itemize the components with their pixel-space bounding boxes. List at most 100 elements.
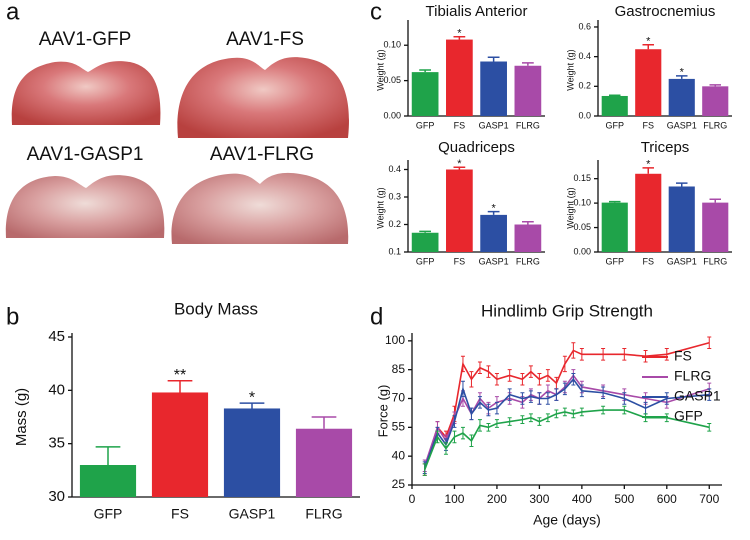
- y-axis-label: Force (g): [375, 385, 390, 438]
- error-bar: [487, 56, 500, 62]
- x-axis-label: Age (days): [533, 512, 601, 528]
- x-tick-label: GASP1: [479, 120, 509, 130]
- y-axis-label: Weight (g): [565, 187, 575, 228]
- chart-title: Quadriceps: [438, 139, 515, 156]
- bar: [514, 65, 542, 116]
- y-tick-label: 0.0: [578, 110, 591, 120]
- y-axis-label: Weight (g): [565, 49, 575, 90]
- y-tick-label: 100: [385, 333, 405, 347]
- y-tick-label: 0.2: [578, 81, 591, 91]
- x-tick-label: GFP: [94, 506, 123, 522]
- bar: [480, 61, 507, 116]
- chart-title: Triceps: [641, 139, 690, 156]
- y-tick-label: 0.2: [388, 219, 401, 229]
- significance-label: *: [646, 36, 651, 48]
- error-bar: [676, 75, 688, 79]
- error-bar: [709, 198, 721, 203]
- panel-label: b: [6, 303, 19, 330]
- y-axis-label: Mass (g): [13, 388, 30, 446]
- error-bar: [167, 379, 193, 393]
- bar: [480, 214, 507, 252]
- significance-label: *: [249, 389, 255, 406]
- x-tick-label: 200: [487, 492, 507, 506]
- legend-label: GASP1: [674, 388, 721, 404]
- error-bar: [609, 200, 621, 203]
- error-bar: [311, 416, 337, 429]
- x-tick-label: FLRG: [305, 506, 342, 522]
- bar: [79, 465, 137, 497]
- y-axis-label: Weight (g): [375, 187, 385, 228]
- bar: [702, 86, 729, 116]
- y-tick-label: 0.10: [383, 40, 401, 50]
- bar: [446, 169, 473, 252]
- y-tick-label: 35: [48, 435, 65, 452]
- y-tick-label: 0.4: [388, 164, 401, 174]
- x-tick-label: 600: [657, 492, 677, 506]
- x-tick-label: FS: [642, 120, 654, 130]
- error-bar: [419, 69, 432, 73]
- bar: [635, 49, 662, 116]
- y-tick-label: 0.15: [573, 173, 591, 183]
- x-tick-label: 300: [529, 492, 549, 506]
- y-tick-label: 40: [48, 381, 65, 398]
- y-tick-label: 0.1: [388, 246, 401, 256]
- error-bar: [487, 210, 500, 215]
- error-bar: [642, 167, 654, 174]
- significance-label: *: [491, 202, 496, 214]
- bar: [668, 78, 695, 116]
- x-tick-label: GFP: [416, 256, 435, 266]
- chart-title: Tibialis Anterior: [426, 3, 528, 20]
- error-bar: [521, 221, 534, 225]
- y-tick-label: 25: [392, 477, 406, 491]
- bar: [223, 408, 281, 497]
- bar: [151, 392, 209, 497]
- y-tick-label: 0.4: [578, 51, 591, 61]
- chart-title: Body Mass: [174, 299, 258, 318]
- y-tick-label: 0.05: [383, 75, 401, 85]
- error-bar: [642, 44, 654, 50]
- series-line: [423, 409, 710, 470]
- y-axis-label: Weight (g): [375, 49, 385, 90]
- photo: [11, 61, 161, 125]
- error-bar: [419, 230, 432, 233]
- x-tick-label: FS: [454, 256, 466, 266]
- bar: [514, 224, 542, 252]
- error-bar: [95, 446, 121, 465]
- x-tick-label: 500: [614, 492, 634, 506]
- x-tick-label: FLRG: [703, 120, 727, 130]
- bar: [668, 186, 695, 252]
- x-tick-label: GASP1: [667, 256, 697, 266]
- x-tick-label: FS: [642, 256, 654, 266]
- photo-label: AAV1-FLRG: [210, 144, 314, 165]
- y-tick-label: 30: [48, 488, 65, 505]
- x-tick-label: FLRG: [516, 256, 540, 266]
- y-tick-label: 0.6: [578, 21, 591, 31]
- error-bar: [521, 62, 534, 66]
- error-bar: [709, 84, 721, 87]
- photo: [177, 57, 349, 138]
- photo-label: AAV1-GFP: [39, 29, 132, 50]
- series-line: [423, 341, 710, 470]
- bar: [411, 232, 439, 252]
- y-tick-label: 0.10: [573, 197, 591, 207]
- significance-label: **: [174, 367, 186, 384]
- chart-title: Gastrocnemius: [615, 3, 716, 20]
- error-bar: [453, 166, 466, 170]
- panel-label: d: [370, 303, 383, 330]
- bar: [702, 202, 729, 252]
- x-tick-label: FLRG: [703, 256, 727, 266]
- bar: [411, 72, 439, 116]
- y-tick-label: 0.05: [573, 222, 591, 232]
- legend-label: FLRG: [674, 368, 711, 384]
- photo-label: AAV1-FS: [226, 29, 304, 50]
- bar: [446, 39, 473, 116]
- legend-label: GFP: [674, 408, 703, 424]
- x-tick-label: FS: [454, 120, 466, 130]
- y-tick-label: 85: [392, 362, 406, 376]
- y-tick-label: 45: [48, 328, 65, 345]
- x-tick-label: 400: [572, 492, 592, 506]
- bar: [635, 173, 662, 252]
- chart-title: Hindlimb Grip Strength: [481, 301, 653, 320]
- x-tick-label: GASP1: [479, 256, 509, 266]
